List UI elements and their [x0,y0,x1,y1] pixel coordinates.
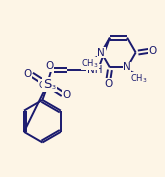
Text: O: O [63,90,71,100]
Text: CH$_3$: CH$_3$ [130,72,147,85]
Text: O: O [46,61,54,71]
Text: S: S [43,78,51,91]
Text: N: N [98,47,105,58]
Text: CH$_3$: CH$_3$ [38,79,57,92]
Text: NH: NH [87,65,102,75]
Text: CH$_3$: CH$_3$ [81,57,99,70]
Text: O: O [24,69,32,79]
Text: N: N [123,62,131,72]
Text: O: O [104,79,112,89]
Text: O: O [148,46,156,56]
